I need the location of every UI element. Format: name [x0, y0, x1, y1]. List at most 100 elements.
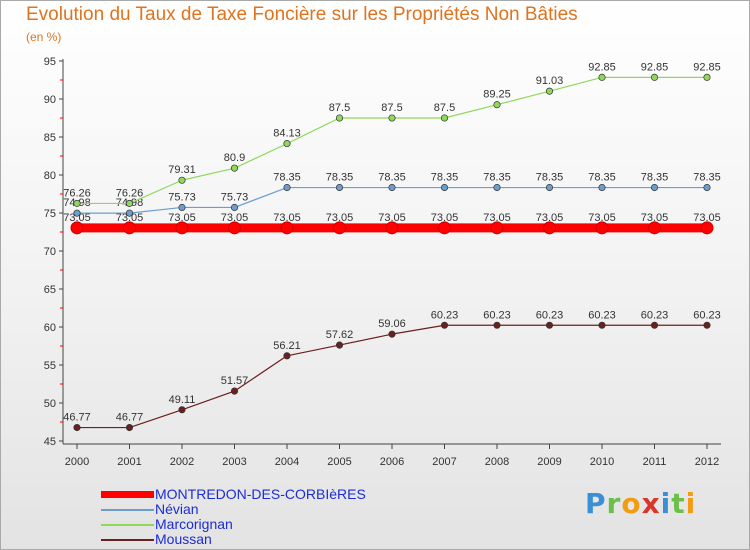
y-tick-label: 80 [44, 170, 56, 182]
logo-letter: r [606, 487, 622, 520]
chart-title: Evolution du Taux de Taxe Foncière sur l… [26, 4, 578, 25]
x-tick-label: 2002 [170, 456, 194, 468]
data-label: 78.35 [536, 172, 564, 184]
series-line-3 [76, 324, 708, 429]
data-point [595, 221, 609, 235]
data-point [440, 114, 449, 122]
data-label: 73.05 [483, 212, 511, 224]
logo-letter: i [660, 487, 672, 520]
x-tick-label: 2011 [643, 456, 667, 468]
legend-swatch-moussan [101, 539, 154, 541]
logo-letter: i [685, 487, 697, 520]
data-point [283, 183, 291, 192]
data-point [493, 101, 501, 109]
data-label: 75.73 [221, 191, 249, 203]
data-point [438, 221, 451, 235]
x-tick-label: 2008 [485, 456, 509, 468]
data-point [388, 183, 396, 192]
data-label: 76.26 [116, 187, 144, 199]
data-point [333, 221, 346, 235]
data-label: 92.85 [588, 61, 616, 73]
data-label: 51.57 [221, 375, 249, 387]
data-point [125, 423, 134, 432]
data-point [283, 352, 291, 360]
x-tick-label: 2009 [537, 456, 561, 468]
logo-letter: P [585, 487, 607, 520]
x-tick-label: 2012 [695, 456, 719, 468]
data-label: 78.35 [588, 172, 616, 184]
logo-letter: o [621, 487, 642, 520]
data-point [230, 387, 239, 395]
x-tick-label: 2000 [65, 456, 89, 468]
data-label: 73.05 [221, 212, 249, 224]
data-point [228, 221, 241, 235]
legend-swatch-montredon [101, 491, 154, 498]
data-label: 59.06 [378, 318, 406, 330]
x-tick-label: 2001 [117, 456, 141, 468]
data-point [703, 321, 711, 329]
data-point [545, 321, 554, 329]
data-label: 75.73 [168, 191, 196, 203]
proxiti-logo: Proxiti [585, 487, 696, 520]
data-point [598, 73, 606, 81]
x-tick-label: 2004 [275, 456, 299, 468]
legend-label-nevian: Névian [155, 501, 199, 517]
data-point [335, 183, 344, 192]
data-label: 60.23 [641, 309, 669, 321]
y-tick-label: 50 [44, 398, 56, 410]
y-tick-label: 75 [44, 208, 56, 220]
data-label: 73.05 [273, 212, 301, 224]
data-point [700, 221, 714, 235]
data-label: 46.77 [63, 412, 91, 424]
data-point [440, 183, 449, 192]
legend-label-moussan: Moussan [155, 531, 212, 547]
data-point [493, 321, 501, 329]
legend-swatch-nevian [101, 509, 154, 511]
data-label: 60.23 [483, 309, 511, 321]
data-point [283, 140, 291, 148]
data-point [125, 209, 134, 217]
data-label: 80.9 [224, 152, 245, 164]
data-point [650, 73, 659, 81]
data-label: 73.05 [431, 212, 459, 224]
data-point [598, 183, 606, 192]
data-point [178, 406, 186, 414]
data-label: 60.23 [536, 309, 564, 321]
data-point [230, 203, 239, 212]
data-label: 87.5 [434, 102, 455, 114]
y-tick-label: 65 [44, 284, 56, 296]
data-point [230, 164, 239, 172]
data-label: 73.05 [693, 212, 721, 224]
data-label: 78.35 [326, 172, 354, 184]
data-label: 78.35 [431, 172, 459, 184]
data-label: 73.05 [116, 212, 144, 224]
x-tick-label: 2005 [327, 456, 351, 468]
data-point [703, 73, 711, 81]
data-point [703, 183, 711, 192]
legend-swatch-marcorignan [101, 524, 154, 526]
data-label: 78.35 [483, 172, 511, 184]
y-tick-label: 70 [44, 246, 56, 258]
data-point [648, 221, 661, 235]
data-label: 73.05 [588, 212, 616, 224]
data-point [73, 209, 81, 217]
y-tick-label: 45 [44, 436, 56, 448]
y-axis-unit-label: (en %) [26, 30, 62, 44]
data-label: 78.35 [641, 172, 669, 184]
logo-letter: t [671, 487, 686, 520]
data-point [178, 203, 186, 212]
data-label: 60.23 [431, 309, 459, 321]
data-point [388, 330, 396, 338]
data-label: 60.23 [588, 309, 616, 321]
data-point [650, 321, 659, 329]
legend-label-marcorignan: Marcorignan [155, 516, 233, 532]
x-tick-label: 2007 [432, 456, 456, 468]
x-tick-label: 2003 [222, 456, 246, 468]
data-label: 84.13 [273, 128, 301, 140]
data-point [493, 183, 501, 192]
data-label: 60.23 [693, 309, 721, 321]
data-label: 87.5 [381, 102, 402, 114]
data-label: 91.03 [536, 75, 564, 87]
y-tick-label: 95 [44, 56, 56, 68]
